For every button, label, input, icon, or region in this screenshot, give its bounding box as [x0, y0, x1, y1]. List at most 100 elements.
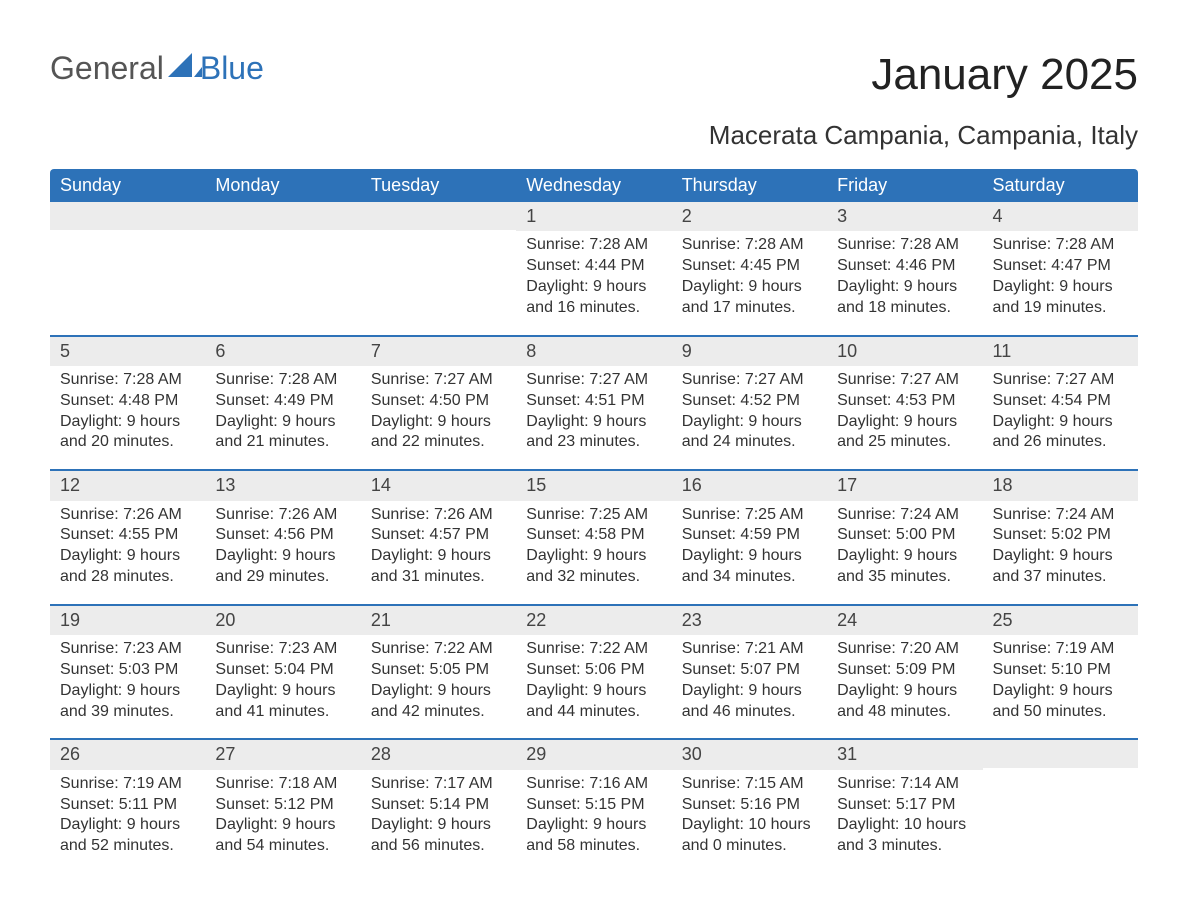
dl2-label: and 56 minutes. — [371, 836, 510, 857]
dl1-label: Daylight: 10 hours — [682, 815, 821, 836]
dl1-label: Daylight: 9 hours — [526, 815, 665, 836]
sunset-label: Sunset: 4:58 PM — [526, 525, 665, 546]
day-body: Sunrise: 7:21 AMSunset: 5:07 PMDaylight:… — [672, 639, 827, 722]
dow-cell: Monday — [205, 169, 360, 202]
day-cell: 28Sunrise: 7:17 AMSunset: 5:14 PMDayligh… — [361, 740, 516, 873]
dl2-label: and 31 minutes. — [371, 567, 510, 588]
dl1-label: Daylight: 9 hours — [60, 546, 199, 567]
dl1-label: Daylight: 9 hours — [60, 681, 199, 702]
dl1-label: Daylight: 9 hours — [837, 681, 976, 702]
dl2-label: and 3 minutes. — [837, 836, 976, 857]
day-body: Sunrise: 7:19 AMSunset: 5:11 PMDaylight:… — [50, 774, 205, 857]
day-number: 8 — [516, 337, 671, 366]
sunrise-label: Sunrise: 7:18 AM — [215, 774, 354, 795]
dl2-label: and 16 minutes. — [526, 298, 665, 319]
sunset-label: Sunset: 5:14 PM — [371, 795, 510, 816]
day-number: 11 — [983, 337, 1138, 366]
day-number: 27 — [205, 740, 360, 769]
dl1-label: Daylight: 9 hours — [371, 815, 510, 836]
sunrise-label: Sunrise: 7:20 AM — [837, 639, 976, 660]
dl2-label: and 44 minutes. — [526, 702, 665, 723]
day-number: 22 — [516, 606, 671, 635]
dl1-label: Daylight: 9 hours — [526, 412, 665, 433]
dl1-label: Daylight: 9 hours — [371, 681, 510, 702]
day-cell: 13Sunrise: 7:26 AMSunset: 4:56 PMDayligh… — [205, 471, 360, 604]
day-cell — [361, 202, 516, 335]
day-cell: 12 Sunrise: 7:26 AMSunset: 4:55 PMDayligh… — [50, 471, 205, 604]
weeks-container: 1Sunrise: 7:28 AMSunset: 4:44 PMDaylight… — [50, 202, 1138, 873]
day-cell: 10Sunrise: 7:27 AMSunset: 4:53 PMDayligh… — [827, 337, 982, 470]
sunset-label: Sunset: 5:00 PM — [837, 525, 976, 546]
sunset-label: Sunset: 5:04 PM — [215, 660, 354, 681]
dl1-label: Daylight: 9 hours — [837, 277, 976, 298]
dl2-label: and 28 minutes. — [60, 567, 199, 588]
day-cell: 31 Sunrise: 7:14 AMSunset: 5:17 PMDayligh… — [827, 740, 982, 873]
sunset-label: Sunset: 4:47 PM — [993, 256, 1132, 277]
day-cell: 24Sunrise: 7:20 AMSunset: 5:09 PMDayligh… — [827, 606, 982, 739]
sunrise-label: Sunrise: 7:14 AM — [837, 774, 976, 795]
sunrise-label: Sunrise: 7:26 AM — [60, 505, 199, 526]
dl1-label: Daylight: 9 hours — [682, 412, 821, 433]
dl2-label: and 35 minutes. — [837, 567, 976, 588]
calendar-document: General Blue January 2025 Macerata Campa… — [0, 0, 1188, 903]
sunrise-label: Sunrise: 7:27 AM — [993, 370, 1132, 391]
day-cell: 15Sunrise: 7:25 AMSunset: 4:58 PMDayligh… — [516, 471, 671, 604]
sunrise-label: Sunrise: 7:23 AM — [60, 639, 199, 660]
day-body: Sunrise: 7:22 AMSunset: 5:06 PMDaylight:… — [516, 639, 671, 722]
sunset-label: Sunset: 5:11 PM — [60, 795, 199, 816]
day-number: 23 — [672, 606, 827, 635]
dl2-label: and 21 minutes. — [215, 432, 354, 453]
dl2-label: and 20 minutes. — [60, 432, 199, 453]
sunset-label: Sunset: 5:17 PM — [837, 795, 976, 816]
calendar-grid: SundayMondayTuesdayWednesdayThursdayFrid… — [50, 169, 1138, 873]
day-body: Sunrise: 7:26 AMSunset: 4:55 PMDaylight:… — [50, 505, 205, 588]
sunrise-label: Sunrise: 7:25 AM — [526, 505, 665, 526]
sunrise-label: Sunrise: 7:27 AM — [526, 370, 665, 391]
day-number: 26 — [50, 740, 205, 769]
sunset-label: Sunset: 5:12 PM — [215, 795, 354, 816]
day-body: Sunrise: 7:28 AMSunset: 4:48 PMDaylight:… — [50, 370, 205, 453]
dl2-label: and 42 minutes. — [371, 702, 510, 723]
sunrise-label: Sunrise: 7:19 AM — [993, 639, 1132, 660]
day-number: 20 — [205, 606, 360, 635]
sunset-label: Sunset: 4:52 PM — [682, 391, 821, 412]
day-body: Sunrise: 7:14 AMSunset: 5:17 PMDaylight:… — [827, 774, 982, 857]
sunset-label: Sunset: 5:10 PM — [993, 660, 1132, 681]
dl2-label: and 19 minutes. — [993, 298, 1132, 319]
day-cell: 19Sunrise: 7:23 AMSunset: 5:03 PMDayligh… — [50, 606, 205, 739]
dl1-label: Daylight: 9 hours — [993, 412, 1132, 433]
sunrise-label: Sunrise: 7:22 AM — [371, 639, 510, 660]
dl2-label: and 23 minutes. — [526, 432, 665, 453]
page-title: January 2025 — [709, 50, 1138, 100]
day-body: Sunrise: 7:15 AMSunset: 5:16 PMDaylight:… — [672, 774, 827, 857]
title-block: January 2025 Macerata Campania, Campania… — [709, 50, 1138, 151]
week-row: 5 Sunrise: 7:28 AMSunset: 4:48 PMDaylight… — [50, 335, 1138, 470]
day-number: 5 — [50, 337, 205, 366]
dl2-label: and 17 minutes. — [682, 298, 821, 319]
dl1-label: Daylight: 9 hours — [215, 815, 354, 836]
day-number-empty — [205, 202, 360, 230]
day-number: 31 — [827, 740, 982, 769]
day-number: 25 — [983, 606, 1138, 635]
day-number: 18 — [983, 471, 1138, 500]
brand-part2: Blue — [200, 50, 264, 87]
sunrise-label: Sunrise: 7:22 AM — [526, 639, 665, 660]
dl1-label: Daylight: 9 hours — [215, 546, 354, 567]
day-number: 12 — [50, 471, 205, 500]
day-number: 9 — [672, 337, 827, 366]
sunrise-label: Sunrise: 7:28 AM — [526, 235, 665, 256]
sunrise-label: Sunrise: 7:28 AM — [682, 235, 821, 256]
day-cell: 27 Sunrise: 7:18 AMSunset: 5:12 PMDayligh… — [205, 740, 360, 873]
dl1-label: Daylight: 9 hours — [60, 815, 199, 836]
sunrise-label: Sunrise: 7:28 AM — [60, 370, 199, 391]
dl2-label: and 58 minutes. — [526, 836, 665, 857]
brand-part1: General — [50, 50, 164, 87]
day-body: Sunrise: 7:24 AMSunset: 5:00 PMDaylight:… — [827, 505, 982, 588]
day-number: 15 — [516, 471, 671, 500]
dl1-label: Daylight: 9 hours — [371, 412, 510, 433]
day-number: 2 — [672, 202, 827, 231]
dow-cell: Friday — [827, 169, 982, 202]
sunset-label: Sunset: 5:03 PM — [60, 660, 199, 681]
sunrise-label: Sunrise: 7:27 AM — [371, 370, 510, 391]
day-number-empty — [50, 202, 205, 230]
